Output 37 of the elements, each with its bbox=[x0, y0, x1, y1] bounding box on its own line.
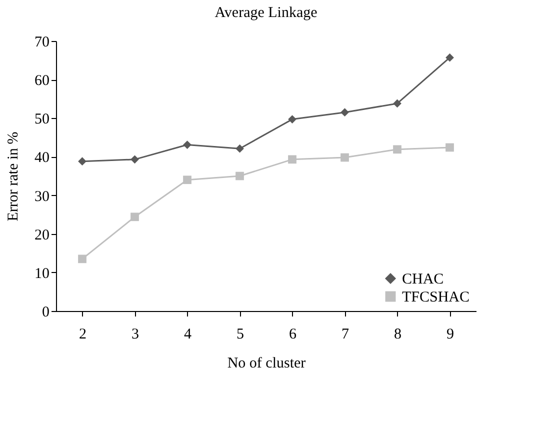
y-axis-title: Error rate in % bbox=[6, 132, 22, 222]
y-tick-label: 10 bbox=[34, 266, 50, 282]
point bbox=[183, 140, 192, 149]
x-tick-label: 7 bbox=[342, 326, 350, 342]
point bbox=[288, 155, 296, 164]
point bbox=[393, 145, 402, 154]
point bbox=[236, 144, 244, 153]
x-tick-label: 2 bbox=[79, 326, 86, 342]
x-tick-label: 3 bbox=[132, 326, 139, 342]
point bbox=[393, 99, 402, 108]
chart-title: Average Linkage bbox=[214, 5, 318, 21]
y-tick-label: 60 bbox=[34, 73, 50, 90]
y-tick-label: 50 bbox=[34, 112, 50, 128]
legend-label: CHAC bbox=[402, 272, 444, 288]
y-tick-label: 70 bbox=[34, 34, 50, 50]
legend-label: TFCSHAC bbox=[402, 290, 470, 306]
x-tick-label: 5 bbox=[236, 326, 244, 342]
point bbox=[288, 115, 296, 124]
y-tick-label: 0 bbox=[42, 304, 50, 320]
point bbox=[78, 254, 86, 264]
y-tick-label: 30 bbox=[34, 188, 50, 205]
x-tick-label: 4 bbox=[184, 326, 192, 342]
point bbox=[130, 155, 139, 164]
point bbox=[446, 143, 454, 152]
y-tick-label: 20 bbox=[34, 227, 50, 244]
x-tick-label: 6 bbox=[289, 326, 297, 342]
x-axis-title: No of cluster bbox=[227, 356, 306, 372]
point bbox=[340, 153, 349, 162]
point bbox=[130, 212, 139, 222]
point bbox=[183, 176, 192, 184]
point bbox=[236, 172, 244, 180]
x-tick-label: 9 bbox=[446, 326, 454, 342]
point bbox=[78, 157, 86, 166]
point bbox=[446, 53, 454, 62]
x-tick-label: 8 bbox=[394, 326, 402, 342]
point bbox=[340, 108, 349, 117]
y-tick-label: 40 bbox=[34, 150, 50, 166]
